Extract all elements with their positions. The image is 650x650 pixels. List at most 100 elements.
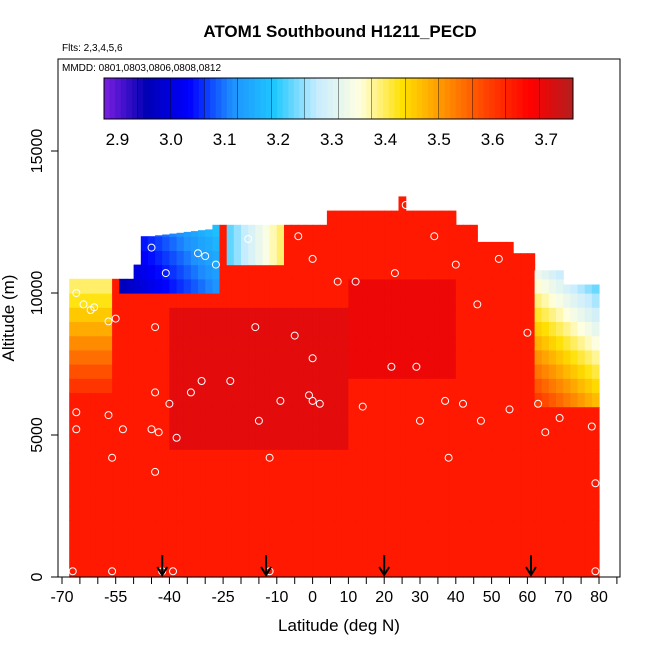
heat-cell (505, 491, 514, 507)
colorbar-cell (204, 78, 211, 119)
heat-cell (155, 406, 163, 422)
colorbar-cell (210, 78, 217, 119)
colorbar-cell (450, 78, 457, 119)
heat-cell (412, 364, 421, 379)
heat-cell (455, 278, 464, 294)
heat-cell (140, 364, 149, 379)
heat-cell (212, 562, 221, 578)
heat-cell (162, 506, 170, 521)
heat-cell (241, 392, 249, 408)
heat-cell (541, 406, 550, 422)
sample-point (387, 362, 396, 371)
heat-cell (291, 520, 299, 535)
heat-cell (291, 250, 299, 266)
heat-cell (97, 435, 106, 450)
heat-cell (477, 392, 486, 408)
heat-cell (162, 349, 170, 365)
heat-cell (434, 463, 443, 479)
heat-cell (563, 321, 571, 337)
heat-cell (241, 534, 249, 550)
heat-cell (341, 491, 349, 507)
heat-cell (262, 307, 271, 322)
heat-cell (591, 293, 600, 308)
colorbar-cell (478, 78, 485, 119)
heat-cell (155, 349, 163, 365)
heat-cell (183, 307, 192, 322)
heat-cell (405, 307, 414, 322)
sample-point (276, 396, 285, 405)
heat-cell (491, 278, 500, 294)
heat-cell (147, 378, 156, 393)
heat-cell (434, 449, 443, 464)
heat-cell (420, 534, 428, 550)
heat-cell (241, 236, 249, 251)
heat-cell (470, 335, 478, 351)
heat-cell (105, 491, 113, 507)
heat-cell (255, 463, 264, 479)
heat-cell (527, 534, 536, 550)
heat-cell (548, 293, 557, 308)
heat-cell (541, 477, 550, 493)
heat-cell (377, 548, 385, 564)
heat-cell (326, 435, 335, 450)
heat-cell (455, 420, 464, 436)
heat-cell (140, 250, 149, 266)
heat-cell (269, 335, 278, 351)
heat-cell (448, 449, 457, 464)
heat-cell (398, 349, 407, 365)
heat-cell (83, 562, 92, 578)
heat-cell (276, 278, 285, 294)
heat-cell (448, 250, 457, 266)
x-tick-label: 20 (375, 589, 393, 606)
heat-cell (119, 520, 128, 535)
heat-cell (455, 236, 464, 251)
heat-cell (233, 378, 242, 393)
heat-cell (162, 278, 170, 294)
heat-cell (284, 293, 292, 308)
heat-cell (427, 406, 435, 422)
heat-cell (155, 449, 163, 464)
heat-cell (362, 491, 371, 507)
colorbar-cell (232, 78, 239, 119)
heat-cell (90, 392, 99, 408)
heat-cell (248, 335, 256, 351)
heat-cell (119, 406, 128, 422)
heat-cell (233, 449, 242, 464)
heat-cell (155, 520, 163, 535)
heat-cell (90, 307, 99, 322)
heat-cell (155, 534, 163, 550)
heat-cell (570, 548, 579, 564)
heat-cell (183, 335, 192, 351)
heat-cell (298, 278, 307, 294)
heat-cell (463, 435, 471, 450)
colorbar-cell (215, 78, 222, 119)
heat-cell (326, 548, 335, 564)
heat-cell (527, 293, 536, 308)
heat-cell (276, 307, 285, 322)
heat-cell (577, 335, 586, 351)
heat-cell (369, 506, 378, 521)
heat-cell (556, 321, 564, 337)
heat-cell (470, 307, 478, 322)
heat-cell (463, 449, 471, 464)
heat-cell (570, 463, 579, 479)
colorbar-cell (198, 78, 205, 119)
heat-cell (448, 264, 457, 280)
heat-cell (341, 321, 349, 337)
heat-cell (212, 435, 221, 450)
heat-cell (226, 378, 235, 393)
heat-cell (326, 250, 335, 266)
heat-cell (484, 435, 493, 450)
colorbar-cell (494, 78, 501, 119)
heat-cell (484, 278, 493, 294)
heat-cell (284, 435, 292, 450)
colorbar-cell (226, 78, 233, 119)
heat-cell (255, 293, 264, 308)
heat-cell (319, 463, 328, 479)
heat-cell (570, 349, 579, 365)
heat-cell (534, 349, 543, 365)
heat-cell (312, 520, 321, 535)
heat-cell (305, 335, 314, 351)
heat-cell (291, 477, 299, 493)
heat-cell (391, 307, 400, 322)
